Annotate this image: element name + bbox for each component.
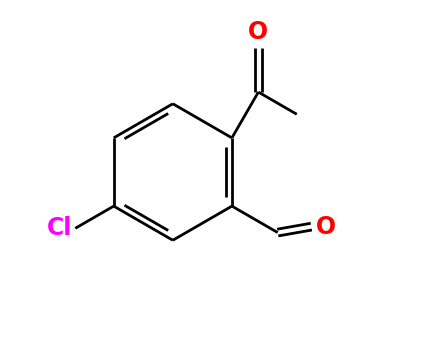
Text: O: O [315, 215, 336, 239]
Text: Cl: Cl [47, 216, 73, 240]
Text: O: O [248, 20, 268, 44]
